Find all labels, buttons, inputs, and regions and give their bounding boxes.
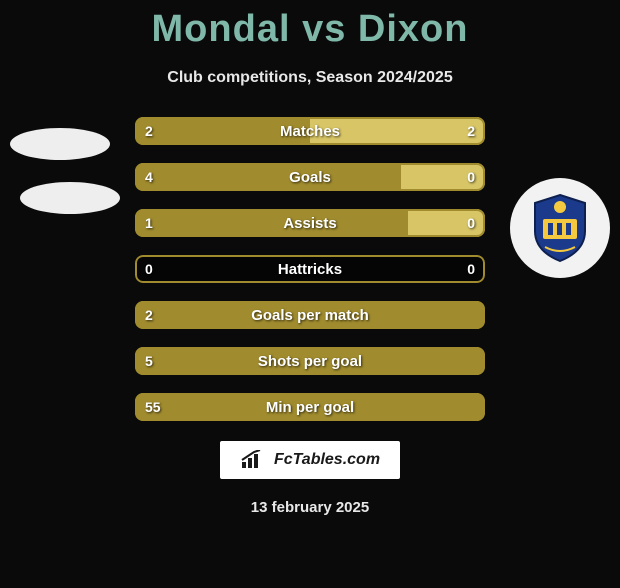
shield-icon [531,193,589,263]
footer-logo-text: FcTables.com [274,451,380,469]
stat-bar-left-value: 4 [145,163,153,191]
stat-bar: Assists1 0 [135,209,485,237]
stat-bar: Goals4 0 [135,163,485,191]
stat-bar: Hattricks0 0 [135,255,485,283]
stat-bar-left-value: 55 [145,393,161,421]
stat-bar-left-value: 1 [145,209,153,237]
left-player-placeholder-2 [20,182,120,214]
stat-bar-left-value: 2 [145,117,153,145]
stat-bar-left-value: 2 [145,301,153,329]
stat-bar-label: Min per goal [135,393,485,421]
stat-bar-label: Shots per goal [135,347,485,375]
page-title: Mondal vs Dixon [0,8,620,51]
stat-bar: Matches2 2 [135,117,485,145]
stat-bar: Min per goal55 [135,393,485,421]
stat-bar-left-value: 0 [145,255,153,283]
stat-bar-label: Matches [135,117,485,145]
stat-bar-left-value: 5 [145,347,153,375]
chart-icon [240,450,268,470]
stat-bar: Goals per match2 [135,301,485,329]
stat-bar-right-value: 0 [467,209,475,237]
stat-bar: Shots per goal5 [135,347,485,375]
right-club-crest [510,178,610,278]
stat-bar-right-value: 0 [467,163,475,191]
footer-date: 13 february 2025 [0,499,620,516]
stat-bars: Matches22Goals40Assists10Hattricks00Goal… [135,117,485,421]
footer-logo: FcTables.com [220,441,400,479]
stat-bar-label: Assists [135,209,485,237]
stat-bar-right-value: 0 [467,255,475,283]
stat-bar-label: Goals per match [135,301,485,329]
left-player-placeholder-1 [10,128,110,160]
subtitle: Club competitions, Season 2024/2025 [0,69,620,87]
stat-bar-label: Hattricks [135,255,485,283]
stat-bar-label: Goals [135,163,485,191]
stat-bar-right-value: 2 [467,117,475,145]
